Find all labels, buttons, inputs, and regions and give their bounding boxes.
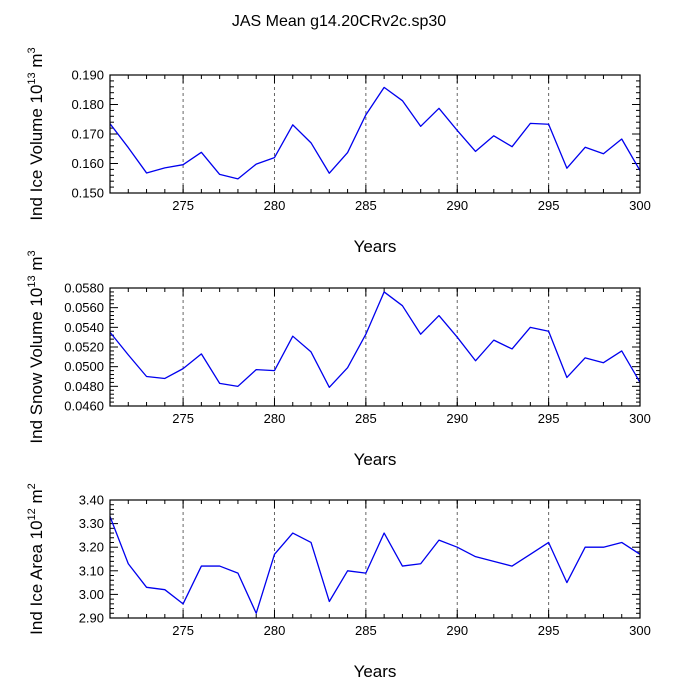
x-axis-title: Years	[354, 662, 397, 678]
chart-panel-1: 275 280 285 290 295 300 0.150 0.160 0.170 0.180 0.…	[26, 47, 651, 256]
x-tick-label: 295	[538, 411, 560, 426]
y-tick-label: 0.150	[71, 186, 104, 201]
y-tick-label: 0.190	[71, 68, 104, 83]
x-tick-label: 285	[355, 411, 377, 426]
y-tick-label: 3.30	[79, 516, 104, 531]
y-axis-title: Ind Ice Volume 1013 m3	[26, 47, 46, 220]
y-tick-label: 0.170	[71, 127, 104, 142]
x-tick-label: 275	[172, 623, 194, 638]
x-tick-label: 290	[446, 623, 468, 638]
y-tick-label: 2.90	[79, 611, 104, 626]
y-tick-label: 3.20	[79, 540, 104, 555]
series-line	[109, 291, 641, 388]
x-tick-label: 280	[264, 623, 286, 638]
y-tick-label: 3.40	[79, 493, 104, 508]
x-tick-label: 300	[629, 411, 651, 426]
y-axis-title: Ind Ice Area 1012 m2	[26, 483, 46, 635]
series-line	[109, 86, 641, 180]
x-tick-label: 285	[355, 198, 377, 213]
panels: 275 280 285 290 295 300 0.150 0.160 0.170 0.180 0.…	[26, 47, 651, 678]
y-tick-label: 0.160	[71, 156, 104, 171]
y-tick-label: 0.180	[71, 97, 104, 112]
x-tick-label: 290	[446, 411, 468, 426]
x-tick-label: 300	[629, 623, 651, 638]
x-axis-title: Years	[354, 237, 397, 256]
plot-frame	[109, 287, 641, 407]
plot-frame	[109, 499, 641, 619]
x-tick-label: 275	[172, 411, 194, 426]
x-tick-label: 280	[264, 198, 286, 213]
x-tick-label: 290	[446, 198, 468, 213]
x-axis-title: Years	[354, 450, 397, 469]
x-tick-label: 300	[629, 198, 651, 213]
y-tick-label: 0.0460	[64, 399, 104, 414]
x-tick-label: 275	[172, 198, 194, 213]
plot-frame	[109, 74, 641, 194]
y-axis-title: Ind Snow Volume 1013 m3	[26, 250, 46, 443]
x-tick-label: 295	[538, 623, 560, 638]
x-tick-label: 285	[355, 623, 377, 638]
y-tick-label: 0.0480	[64, 379, 104, 394]
y-tick-label: 0.0520	[64, 340, 104, 355]
y-tick-label: 0.0540	[64, 320, 104, 335]
x-tick-label: 280	[264, 411, 286, 426]
series-line	[109, 516, 641, 614]
y-tick-label: 0.0580	[64, 281, 104, 296]
chart-panel-3: 275 280 285 290 295 300 2.90 3.00 3.10 3.20 3.30 3.…	[26, 483, 651, 678]
y-tick-label: 3.00	[79, 587, 104, 602]
x-tick-label: 295	[538, 198, 560, 213]
chart-panel-2: 275 280 285 290 295 300 0.0460 0.0480 0.0500 0.05…	[26, 250, 651, 469]
y-tick-label: 3.10	[79, 563, 104, 578]
y-tick-label: 0.0500	[64, 359, 104, 374]
figure-title: JAS Mean g14.20CRv2c.sp30	[232, 13, 446, 30]
y-tick-label: 0.0560	[64, 300, 104, 315]
